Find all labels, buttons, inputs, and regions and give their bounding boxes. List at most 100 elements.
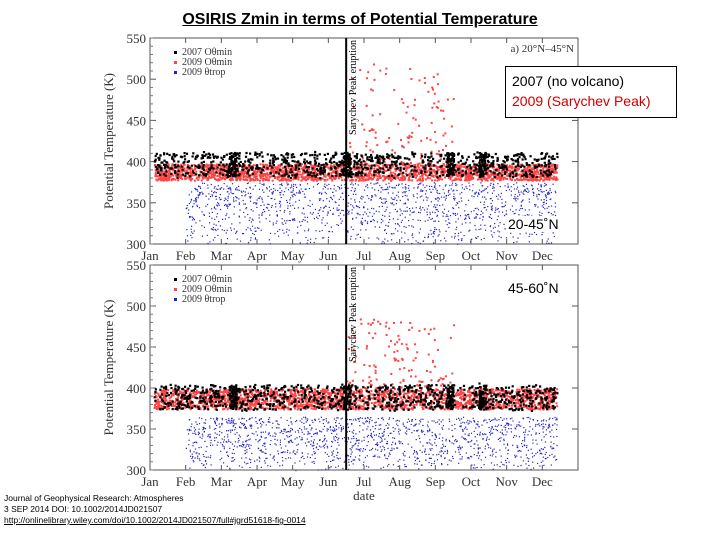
black-point: [389, 164, 392, 167]
red-point: [421, 178, 424, 181]
red-point: [497, 176, 500, 179]
trop-point: [510, 194, 512, 196]
black-point: [554, 165, 557, 168]
trop-point: [334, 430, 336, 432]
black-point: [190, 164, 193, 167]
trop-point: [366, 222, 369, 225]
trop-point: [340, 187, 343, 189]
black-point: [531, 175, 534, 178]
trop-point: [309, 200, 311, 202]
red-point: [509, 178, 512, 181]
red-point: [311, 169, 314, 172]
trop-point: [265, 218, 267, 220]
black-point: [413, 169, 416, 172]
black-point: [242, 163, 245, 166]
trop-point: [431, 217, 433, 220]
trop-point: [187, 240, 189, 242]
red-point: [389, 168, 392, 171]
black-column-point: [349, 158, 352, 161]
trop-point: [283, 211, 285, 213]
trop-point: [211, 195, 214, 197]
black-column-point: [446, 158, 449, 161]
red-point: [433, 102, 436, 105]
black-point: [334, 167, 337, 170]
red-point: [465, 175, 468, 178]
red-point: [385, 67, 388, 70]
trop-point: [531, 215, 533, 217]
trop-point: [366, 184, 368, 186]
red-point: [249, 179, 252, 182]
black-point: [254, 151, 257, 154]
trop-point: [287, 234, 289, 236]
red-point: [379, 113, 382, 116]
trop-point: [266, 187, 268, 189]
black-point: [164, 165, 167, 168]
trop-point: [339, 188, 341, 190]
black-point: [395, 167, 398, 170]
black-point: [220, 156, 223, 159]
black-column-point: [479, 172, 482, 175]
red-point: [385, 169, 388, 172]
red-point: [216, 163, 219, 166]
black-column-point: [481, 155, 484, 158]
black-point: [355, 172, 358, 175]
black-point: [389, 166, 392, 169]
trop-point: [394, 223, 396, 225]
trop-point: [389, 212, 391, 214]
red-point: [421, 174, 424, 177]
red-point: [474, 173, 477, 175]
black-point: [442, 173, 445, 177]
red-point: [254, 172, 256, 175]
trop-point: [438, 234, 440, 236]
trop-point: [280, 204, 282, 206]
black-point: [429, 167, 432, 170]
trop-point: [543, 203, 545, 206]
red-point: [526, 169, 529, 172]
red-point: [300, 163, 303, 166]
red-point: [180, 163, 183, 166]
black-point: [317, 165, 320, 168]
red-point: [349, 179, 352, 182]
black-point: [175, 154, 178, 157]
trop-point: [217, 203, 220, 205]
trop-point: [494, 211, 496, 213]
trop-point: [425, 196, 427, 198]
trop-point: [261, 183, 263, 186]
trop-point: [524, 215, 526, 217]
black-point: [311, 153, 314, 157]
red-point: [387, 176, 390, 179]
red-point: [310, 164, 313, 167]
trop-point: [411, 207, 414, 209]
red-point: [407, 166, 410, 169]
black-point: [241, 165, 244, 168]
black-point: [355, 166, 358, 170]
black-point: [260, 151, 263, 154]
trop-point: [215, 198, 217, 200]
trop-point: [324, 437, 326, 440]
trop-point: [256, 199, 258, 201]
red-point: [215, 165, 218, 168]
trop-point: [459, 193, 461, 195]
black-point: [305, 152, 308, 155]
red-point: [366, 175, 369, 178]
trop-point: [489, 216, 491, 219]
red-point: [287, 171, 290, 174]
black-point: [501, 166, 504, 170]
black-point: [302, 169, 305, 172]
black-column-point: [230, 173, 233, 176]
black-point: [340, 174, 343, 177]
trop-point: [503, 223, 505, 225]
trop-point: [352, 218, 354, 220]
red-point: [265, 176, 268, 179]
trop-point: [227, 195, 229, 197]
trop-point: [318, 192, 320, 195]
black-point: [370, 159, 373, 163]
trop-point: [461, 184, 463, 186]
trop-point: [236, 238, 238, 240]
trop-point: [226, 205, 228, 207]
red-point: [286, 165, 289, 168]
red-point: [406, 105, 409, 108]
red-point: [536, 168, 539, 171]
black-point: [287, 163, 290, 166]
black-point: [488, 154, 491, 157]
